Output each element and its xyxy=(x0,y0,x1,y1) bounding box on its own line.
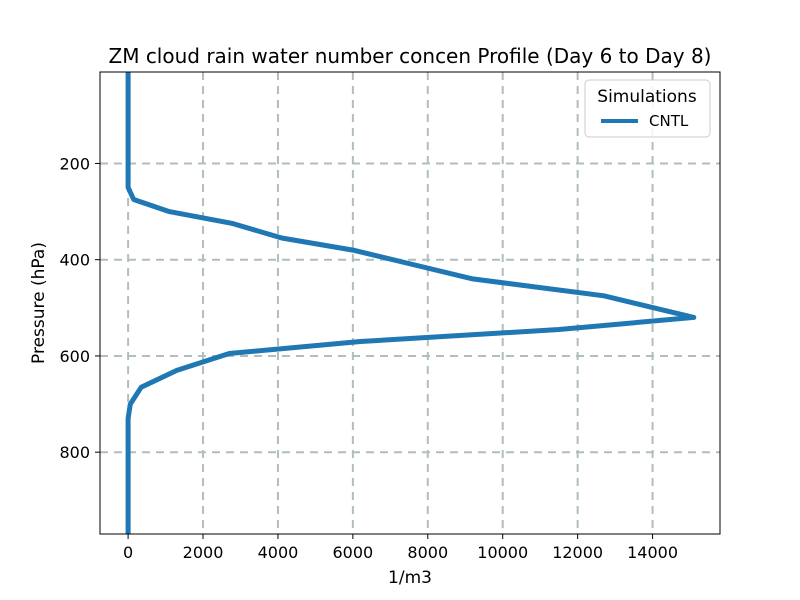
x-tick-label: 10000 xyxy=(477,543,528,562)
y-tick-label: 400 xyxy=(59,251,90,270)
tick-layer: 0 2000 4000 6000 8000 10000 12000 14000 200 400 60… xyxy=(59,154,678,562)
x-tick-label: 4000 xyxy=(258,543,299,562)
plot-frame xyxy=(99,71,721,535)
y-tick-label: 600 xyxy=(59,347,90,366)
y-axis-label: Pressure (hPa) xyxy=(29,242,49,364)
x-axis-label: 1/m3 xyxy=(388,568,432,588)
x-tick-label: 0 xyxy=(123,543,133,562)
x-tick-label: 6000 xyxy=(333,543,374,562)
y-tick-label: 800 xyxy=(59,443,90,462)
legend: Simulations CNTL xyxy=(584,79,711,138)
series-line-cntl xyxy=(125,72,697,534)
series-layer xyxy=(125,72,697,534)
chart-title: ZM cloud rain water number concen Profil… xyxy=(109,44,712,68)
x-tick-label: 14000 xyxy=(627,543,678,562)
legend-title: Simulations xyxy=(597,87,697,107)
x-tick-label: 2000 xyxy=(183,543,224,562)
grid-layer xyxy=(100,72,720,534)
x-tick-label: 12000 xyxy=(552,543,603,562)
legend-label-cntl: CNTL xyxy=(649,112,689,130)
y-tick-label: 200 xyxy=(59,154,90,173)
x-tick-label: 8000 xyxy=(407,543,448,562)
